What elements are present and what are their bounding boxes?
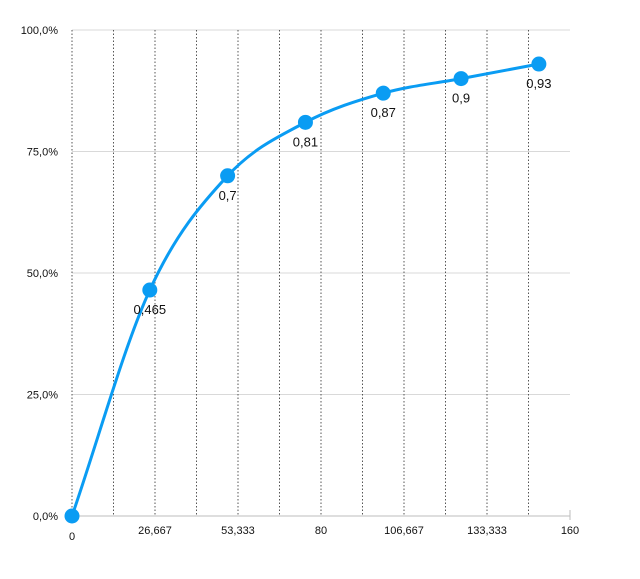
data-label: 0,465 — [134, 302, 167, 317]
data-label: 0,7 — [219, 188, 237, 203]
x-tick-label: 133,333 — [467, 525, 507, 537]
data-point — [531, 56, 547, 72]
data-label: 0,93 — [526, 76, 551, 91]
series — [64, 56, 547, 524]
y-tick-label: 50,0% — [27, 268, 58, 280]
x-tick-label: 160 — [561, 525, 579, 537]
y-tick-label: 0,0% — [33, 511, 58, 523]
y-axis-tick-labels: 0,0% 25,0% 50,0% 75,0% 100,0% — [21, 25, 59, 523]
data-label: 0,81 — [293, 134, 318, 149]
data-label: 0,87 — [371, 105, 396, 120]
series-line — [70, 62, 541, 518]
data-point — [64, 508, 80, 524]
y-tick-label: 100,0% — [21, 25, 59, 37]
x-axis-tick-labels: 0 26,667 53,333 80 106,667 133,333 160 — [69, 525, 579, 543]
data-point — [453, 71, 469, 87]
data-point — [297, 114, 313, 130]
data-label: 0,9 — [452, 91, 470, 106]
y-tick-label: 25,0% — [27, 390, 58, 402]
x-tick-label: 26,667 — [138, 525, 172, 537]
data-labels: 0,465 0,7 0,81 0,87 0,9 0,93 — [134, 76, 552, 317]
vertical-gridlines — [112, 30, 530, 516]
data-point — [220, 168, 236, 184]
y-tick-label: 75,0% — [27, 147, 58, 159]
x-tick-label: 106,667 — [384, 525, 424, 537]
x-tick-label: 80 — [315, 525, 327, 537]
data-point — [142, 282, 158, 298]
x-tick-label: 53,333 — [221, 525, 255, 537]
data-point — [375, 85, 391, 101]
axes — [71, 30, 571, 520]
x-tick-label: 0 — [69, 531, 75, 543]
